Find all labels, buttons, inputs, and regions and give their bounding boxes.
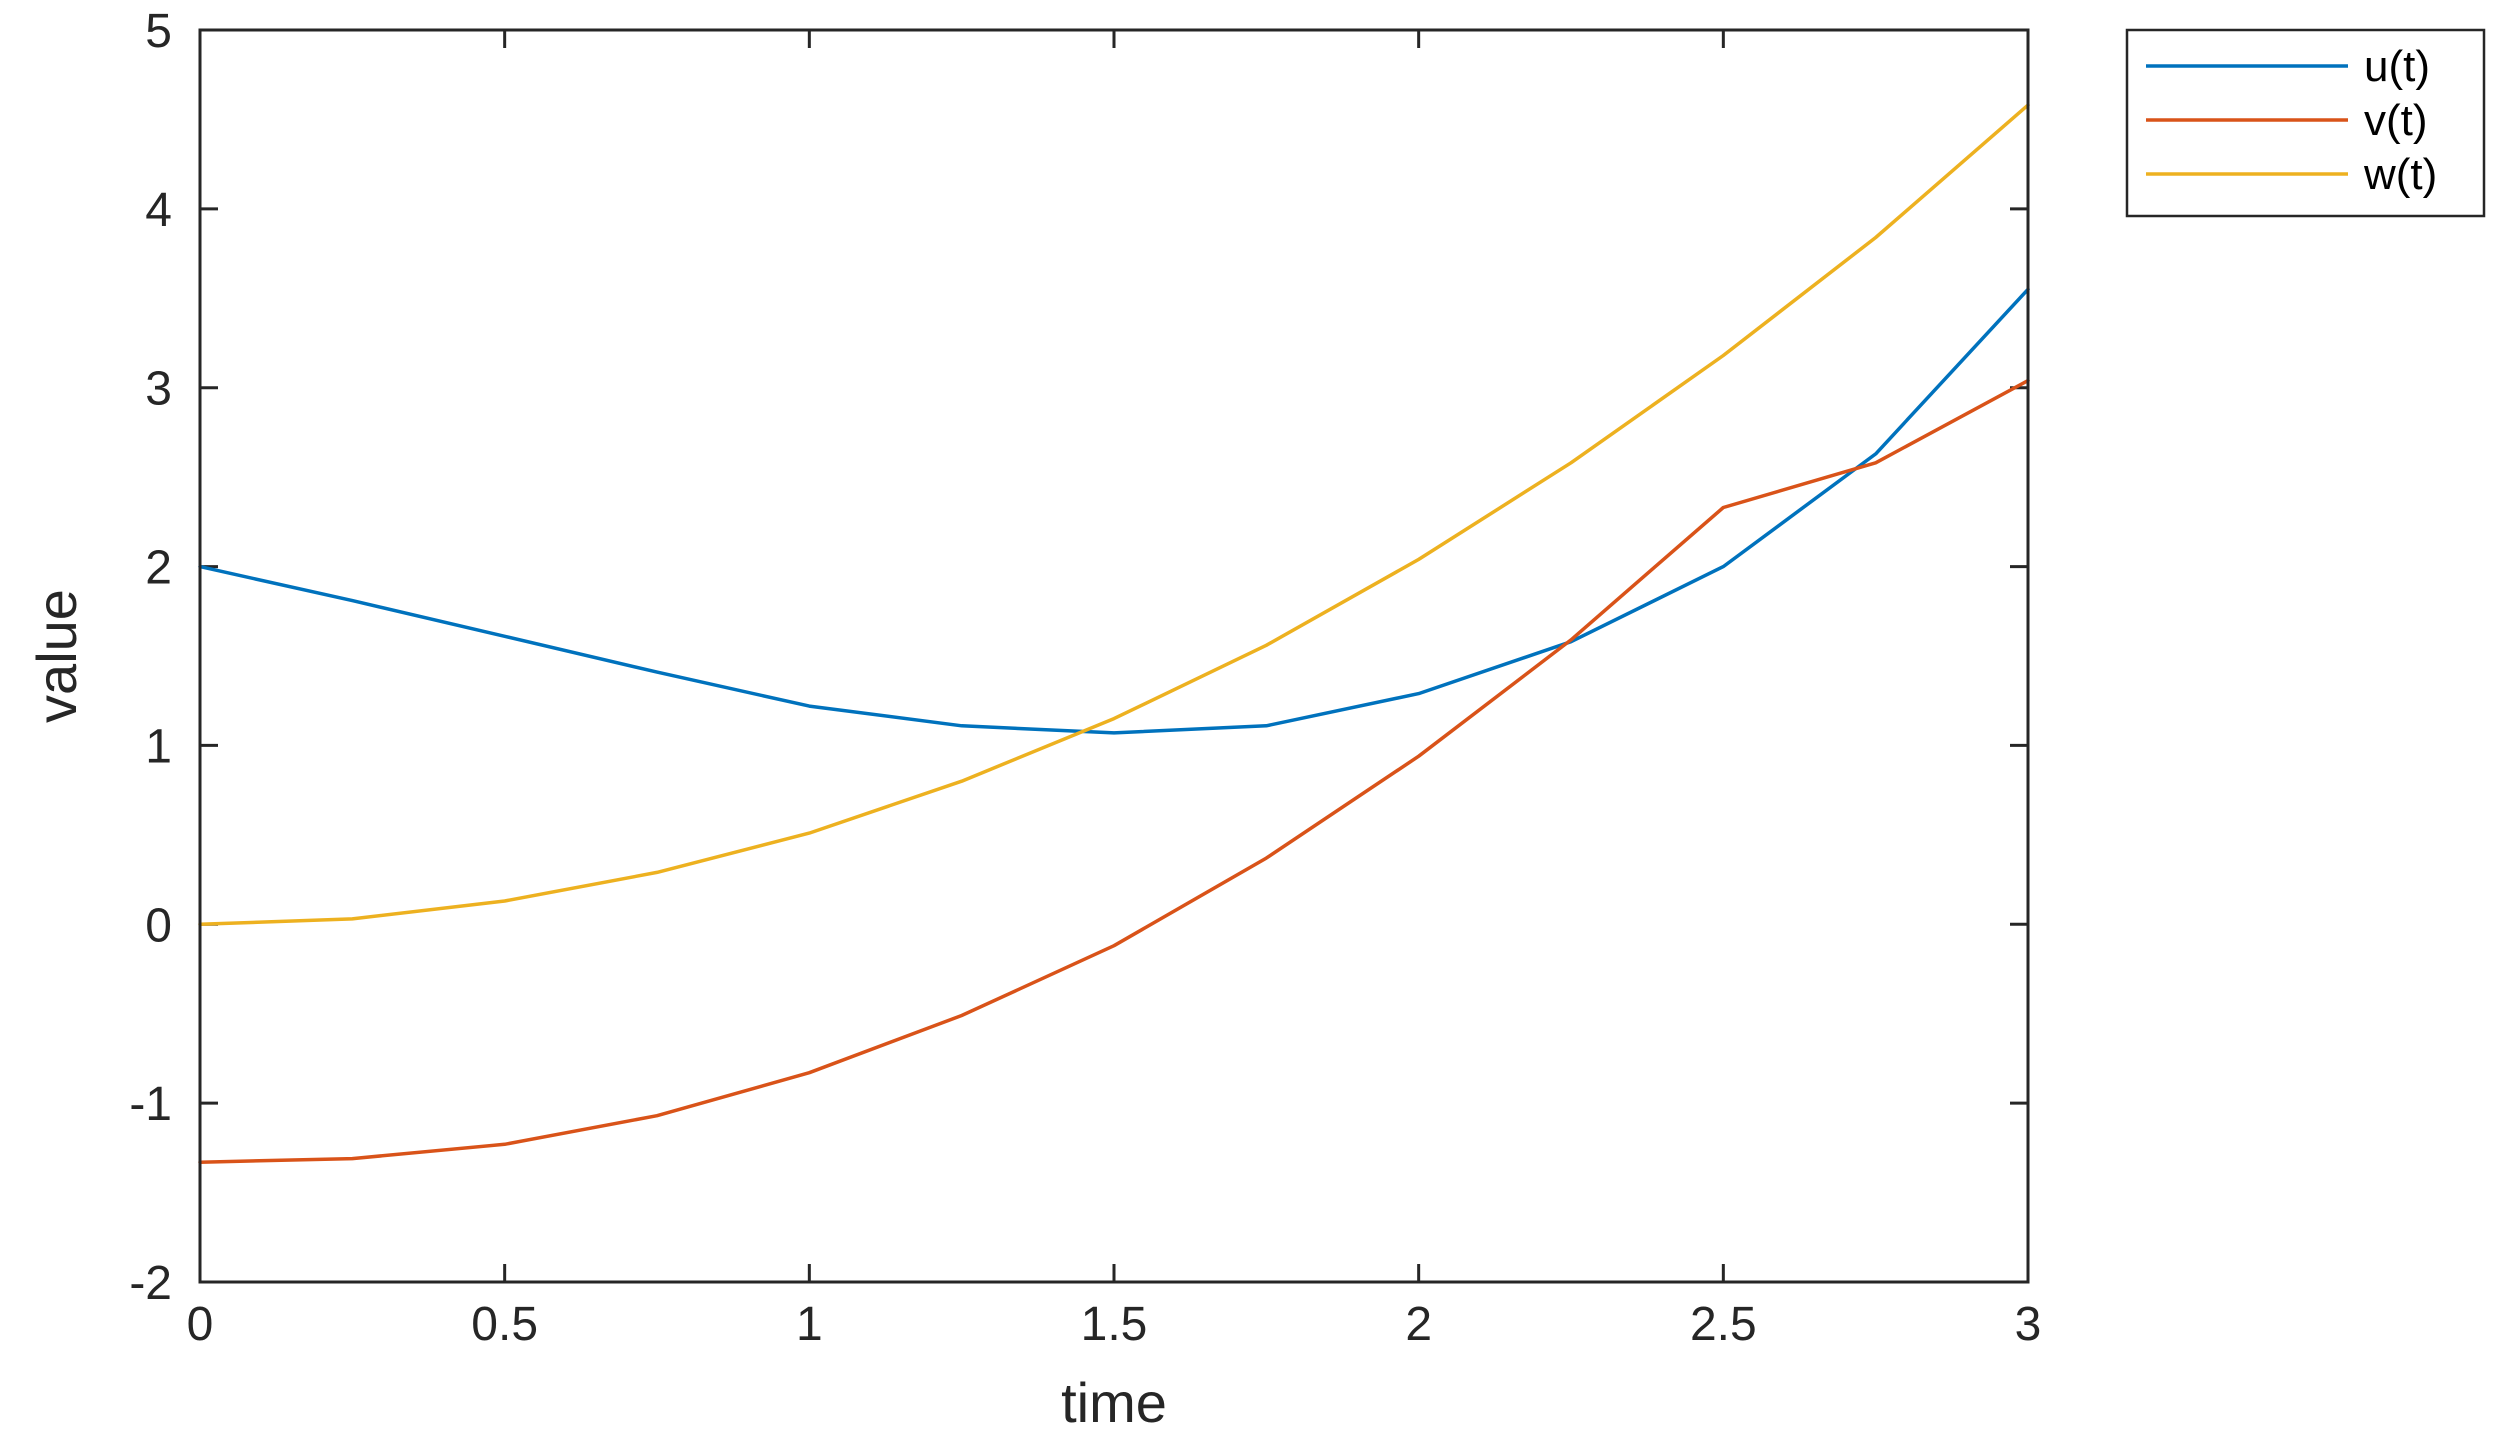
x-tick-label: 3	[2015, 1298, 2042, 1351]
x-tick-label: 2	[1405, 1298, 1432, 1351]
y-tick-label: 5	[145, 5, 172, 58]
y-tick-label: 4	[145, 184, 172, 237]
x-tick-label: 2.5	[1690, 1298, 1757, 1351]
plot-area-background	[200, 30, 2028, 1282]
y-tick-label: 1	[145, 720, 172, 773]
y-axis-label: value	[25, 589, 88, 723]
legend-label: u(t)	[2364, 42, 2430, 91]
x-tick-label: 0.5	[471, 1298, 538, 1351]
x-axis-label: time	[1061, 1371, 1167, 1434]
y-tick-label: 2	[145, 542, 172, 595]
y-tick-label: -1	[129, 1078, 172, 1131]
x-tick-label: 1.5	[1081, 1298, 1148, 1351]
y-tick-label: 0	[145, 899, 172, 952]
legend: u(t) v(t) w(t)	[2127, 30, 2484, 216]
y-tick-label: 3	[145, 363, 172, 416]
legend-label: w(t)	[2363, 150, 2437, 199]
x-tick-label: 0	[187, 1298, 214, 1351]
legend-label: v(t)	[2364, 96, 2428, 145]
y-tick-label: -2	[129, 1257, 172, 1310]
x-tick-label: 1	[796, 1298, 823, 1351]
